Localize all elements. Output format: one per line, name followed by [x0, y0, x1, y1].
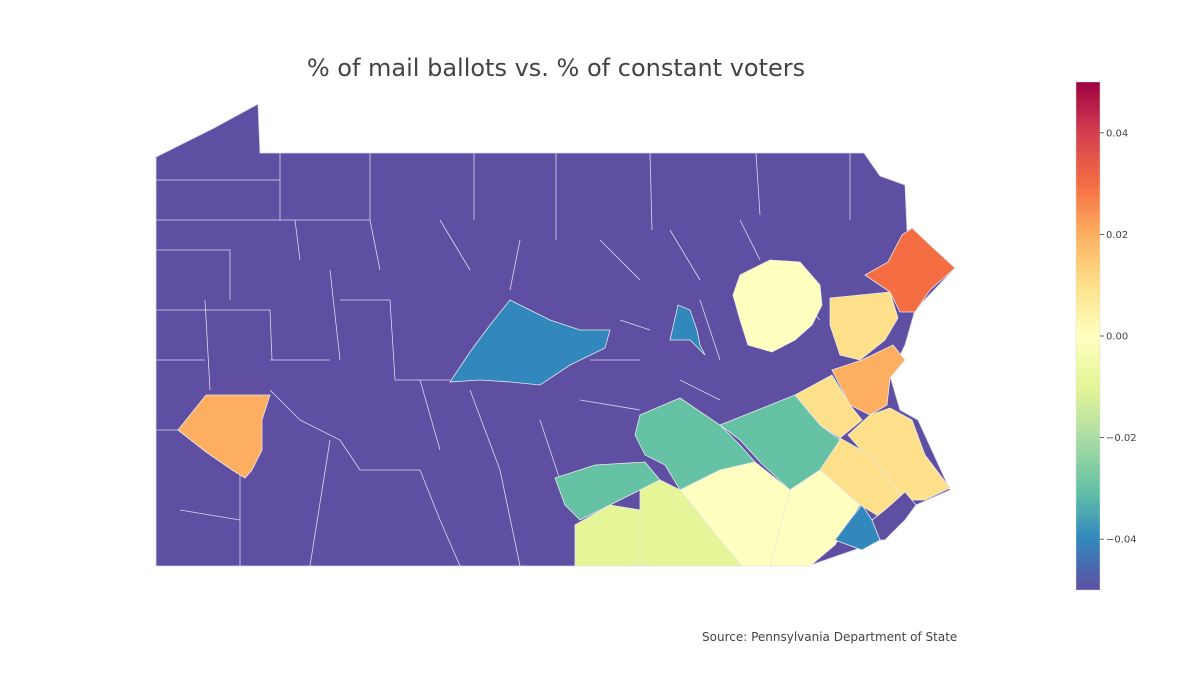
- colorbar-tick-label: −0.02: [1106, 433, 1137, 444]
- colorbar: 0.04 0.02 0.00 −0.02 −0.04: [1075, 81, 1137, 591]
- colorbar-tick-label: 0.04: [1106, 128, 1128, 139]
- county-adams: [574, 504, 641, 567]
- colorbar-tick-label: 0.00: [1106, 332, 1128, 343]
- county-monroe: [864, 227, 956, 313]
- county-northampton: [831, 344, 906, 416]
- county-union: [669, 304, 706, 356]
- colorbar-tick-label: −0.04: [1106, 535, 1137, 546]
- pennsylvania-map: [155, 103, 956, 567]
- colorbar-ticks: 0.04 0.02 0.00 −0.02 −0.04: [1100, 128, 1137, 546]
- county-philadelphia: [871, 491, 917, 541]
- chart-title: % of mail ballots vs. % of constant vote…: [307, 54, 805, 82]
- county-clearfield-centre: [449, 299, 611, 386]
- colorbar-tick-label: 0.02: [1106, 230, 1128, 241]
- county-carbon: [829, 291, 899, 361]
- source-note: Source: Pennsylvania Department of State: [702, 630, 957, 644]
- county-westmoreland: [177, 394, 271, 479]
- colorbar-gradient: [1075, 81, 1101, 591]
- county-borders: [156, 152, 851, 567]
- county-luzerne: [732, 259, 823, 353]
